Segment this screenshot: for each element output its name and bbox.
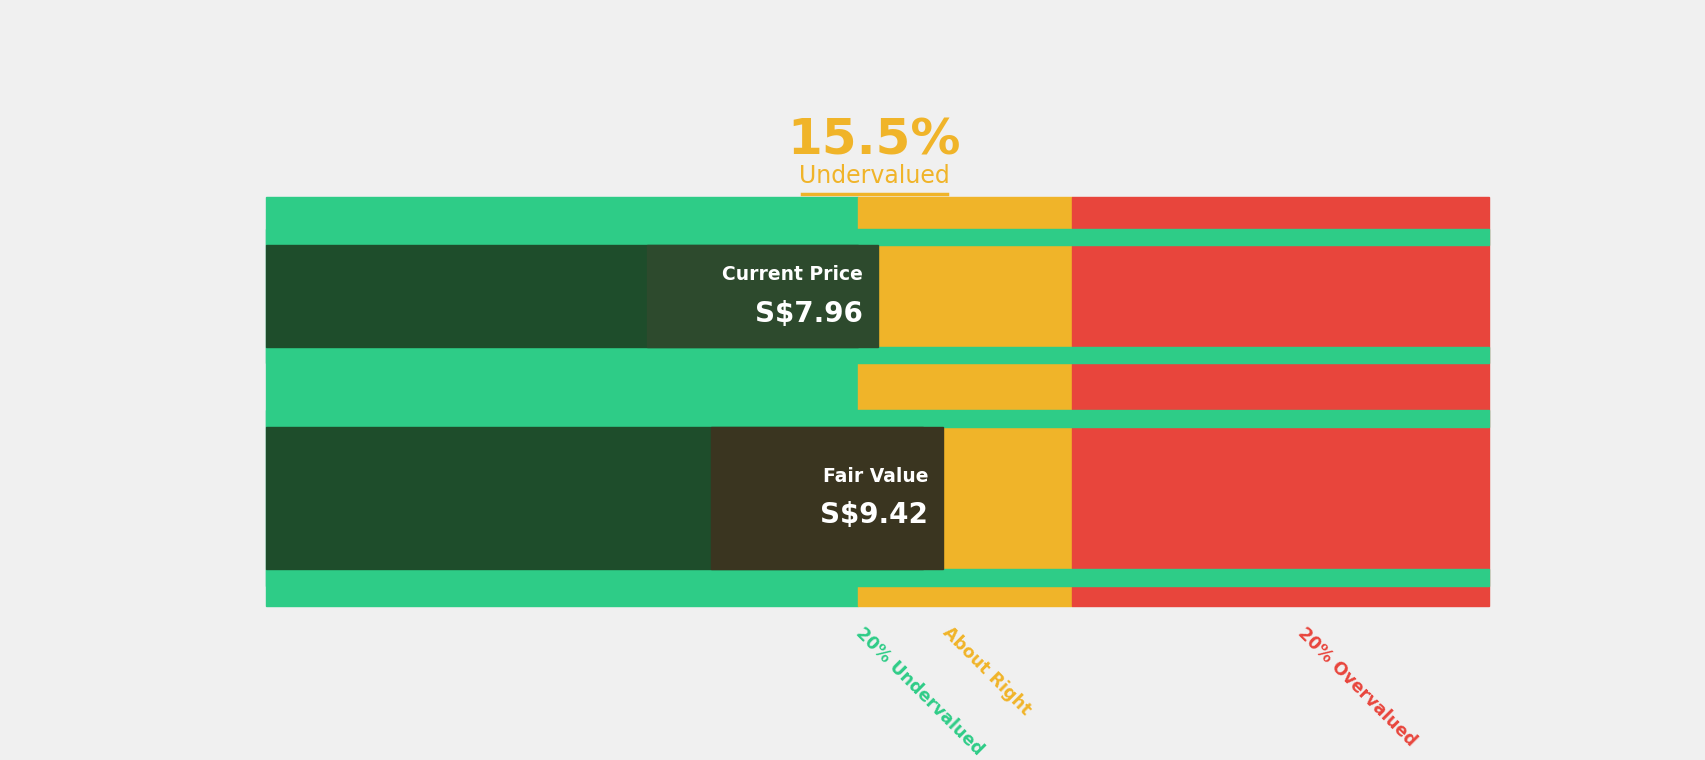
Bar — [711, 426, 943, 569]
Bar — [858, 197, 1071, 606]
Bar — [266, 229, 1488, 245]
Text: Fair Value: Fair Value — [822, 467, 928, 486]
Text: S$9.42: S$9.42 — [820, 502, 928, 530]
Bar — [266, 245, 858, 347]
Bar — [646, 245, 878, 347]
Bar — [1071, 197, 1488, 606]
Text: Current Price: Current Price — [721, 265, 863, 284]
Text: 15.5%: 15.5% — [788, 117, 960, 165]
Bar — [266, 347, 1488, 363]
Text: 20% Undervalued: 20% Undervalued — [851, 624, 985, 758]
Text: 20% Overvalued: 20% Overvalued — [1294, 624, 1419, 749]
Bar — [266, 197, 858, 606]
Bar — [266, 410, 1488, 426]
Bar — [266, 426, 922, 569]
Bar — [266, 569, 1488, 586]
Text: About Right: About Right — [938, 624, 1033, 719]
Text: S$7.96: S$7.96 — [755, 299, 863, 328]
Text: Undervalued: Undervalued — [798, 164, 950, 188]
